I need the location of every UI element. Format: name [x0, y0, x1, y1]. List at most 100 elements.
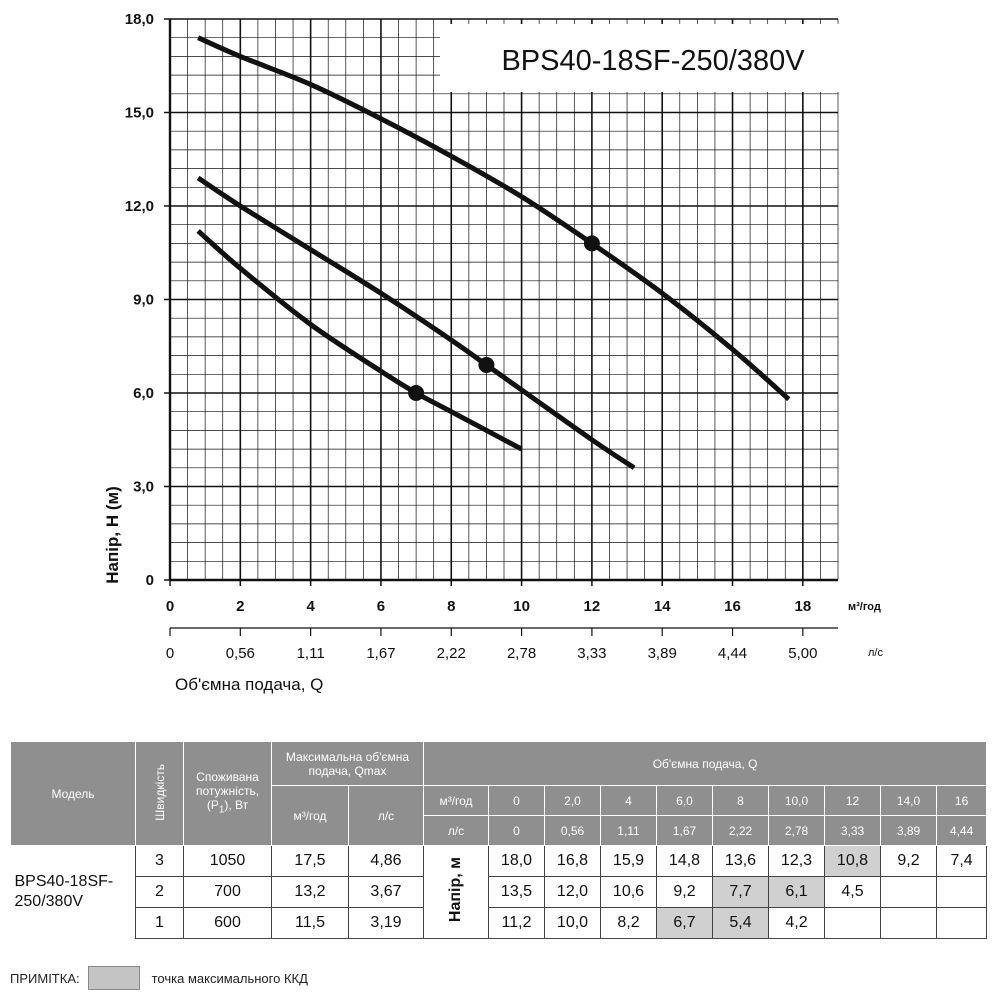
head-cell: 10,8 — [824, 845, 881, 877]
flow-ls-cell: 3,89 — [880, 815, 937, 846]
model-name: BPS40-18SF- 250/380V — [10, 845, 136, 939]
flow-ls-cell: 4,44 — [935, 815, 988, 846]
x-tick-label: 8 — [447, 598, 455, 615]
note-text: точка максимального ККД — [151, 970, 308, 986]
head-cell: 9,2 — [880, 845, 937, 877]
flow-ls-cell: 2,78 — [768, 815, 825, 846]
head-cell: 9,2 — [656, 876, 713, 908]
head-cell: 4,5 — [824, 876, 881, 908]
flow-m3-cell: 0 — [488, 785, 545, 816]
chart-grid — [169, 18, 839, 581]
chart-axes: 0 3,0 6,0 9,0 12,0 15,0 18,0 0 2 4 6 8 10 12 14 16 18 0 0,… — [125, 11, 838, 662]
bep-point-speed-1 — [408, 385, 425, 401]
secondary-x-tick-label: 5,00 — [788, 645, 817, 662]
table-row: BPS40-18SF- 250/380V 3 1050 17,5 4,86 Нап… — [10, 845, 988, 939]
flow-ls-cell: 1,11 — [600, 815, 657, 846]
bep-point-speed-3 — [583, 235, 600, 252]
head-cell: 16,8 — [544, 845, 601, 877]
flow-m3-cell: 12 — [824, 785, 881, 816]
chart-title-box: BPS40-18SF-250/380V — [440, 24, 866, 92]
flow-m3-cell: 16 — [935, 785, 988, 816]
pump-performance-chart: 0 3,0 6,0 9,0 12,0 15,0 18,0 0 2 4 6 8 10 12 14 16 18 0 0,… — [103, 11, 883, 694]
table-row: 2 700 13,2 3,67 13,5 12,0 10,6 9,2 7,7 6… — [11, 876, 988, 908]
x-unit-secondary: л/с — [868, 647, 883, 659]
flow-m3-cell: 14,0 — [880, 785, 937, 816]
legend-swatch — [87, 966, 140, 990]
head-cell: 6,7 — [656, 907, 713, 939]
flow-ls-cell: 0,56 — [544, 815, 601, 846]
power-cell: 1050 — [183, 845, 272, 877]
head-cell — [935, 876, 988, 908]
flow-ls-cell: 0 — [488, 815, 545, 846]
series-line-speed-2 — [196, 175, 636, 470]
secondary-x-tick-label: 0 — [166, 645, 174, 662]
header-model: Модель — [10, 741, 136, 846]
header-qmax-m3: м³/год — [271, 785, 349, 846]
head-cell: 10,6 — [600, 876, 657, 908]
series-line-speed-1 — [196, 229, 523, 452]
header-speed: Швидкість — [135, 741, 184, 846]
head-cell: 8,2 — [600, 907, 657, 939]
head-cell: 7,4 — [935, 845, 988, 877]
flow-ls-cell: 1,67 — [656, 815, 713, 846]
x-tick-label: 12 — [584, 598, 601, 615]
head-cell: 4,2 — [768, 907, 825, 939]
flow-m3-cell: 8 — [712, 785, 769, 816]
secondary-x-tick-label: 3,33 — [577, 645, 606, 662]
x-tick-label: 16 — [724, 598, 741, 615]
qmax-m3-cell: 11,5 — [271, 907, 349, 939]
head-cell — [880, 876, 937, 908]
qmax-m3-cell: 13,2 — [271, 876, 349, 908]
head-cell: 11,2 — [488, 907, 545, 939]
x-tick-label: 6 — [377, 598, 385, 615]
speed-cell: 2 — [135, 876, 184, 908]
head-cell: 12,0 — [544, 876, 601, 908]
header-head: Напір, м — [423, 845, 489, 939]
y-axis-label: Напір, Н (м) — [103, 486, 122, 583]
secondary-x-tick-label: 1,11 — [297, 645, 325, 662]
flow-ls-cell: 2,22 — [712, 815, 769, 846]
head-cell: 18,0 — [488, 845, 545, 877]
secondary-x-tick-label: 4,44 — [718, 645, 747, 662]
flow-m3-cell: 2,0 — [544, 785, 601, 816]
speed-cell: 3 — [135, 845, 184, 877]
secondary-x-tick-label: 2,78 — [507, 645, 536, 662]
x-tick-label: 10 — [513, 598, 530, 615]
secondary-x-tick-label: 0,56 — [226, 645, 255, 662]
header-qmax-ls: л/с — [348, 785, 424, 846]
head-cell: 6,1 — [768, 876, 825, 908]
x-tick-label: 4 — [306, 598, 315, 615]
flow-m3-cell: 6,0 — [656, 785, 713, 816]
head-cell: 13,6 — [712, 845, 769, 877]
y-tick-label: 6,0 — [133, 385, 154, 402]
y-tick-label: 15,0 — [125, 105, 154, 122]
y-tick-label: 18,0 — [125, 11, 154, 28]
secondary-x-tick-label: 3,89 — [648, 645, 677, 662]
header-flow: Об'ємна подача, Q — [422, 741, 988, 786]
y-tick-label: 9,0 — [133, 292, 154, 309]
y-tick-label: 0 — [146, 572, 154, 589]
head-cell: 14,8 — [656, 845, 713, 877]
flow-m3-cell: 10,0 — [768, 785, 825, 816]
bep-point-speed-2 — [478, 356, 495, 373]
header-power: Споживана потужність, (P1), Вт — [183, 741, 272, 846]
chart-title: BPS40-18SF-250/380V — [501, 45, 805, 77]
head-cell: 7,7 — [712, 876, 769, 908]
table-row: 1 600 11,5 3,19 11,2 10,0 8,2 6,7 5,4 4,… — [11, 907, 988, 939]
x-tick-label: 0 — [166, 598, 174, 615]
qmax-ls-cell: 3,19 — [348, 907, 424, 939]
x-axis-label: Об'ємна подача, Q — [175, 675, 323, 694]
x-tick-label: 18 — [794, 598, 811, 615]
header-flow-unit-ls: л/с — [423, 815, 489, 846]
head-cell — [880, 907, 937, 939]
secondary-x-tick-label: 1,67 — [366, 645, 395, 662]
power-cell: 700 — [183, 876, 272, 908]
power-cell: 600 — [183, 907, 272, 939]
legend-note: ПРИМІТКА: точка максимального ККД — [10, 966, 308, 990]
flow-ls-cell: 3,33 — [824, 815, 881, 846]
head-cell — [935, 907, 988, 939]
header-qmax: Максимальна об'ємна подача, Qmax — [271, 741, 424, 786]
y-tick-label: 3,0 — [133, 479, 154, 496]
flow-m3-cell: 4 — [600, 785, 657, 816]
header-flow-unit-m3: м³/год — [423, 785, 489, 816]
